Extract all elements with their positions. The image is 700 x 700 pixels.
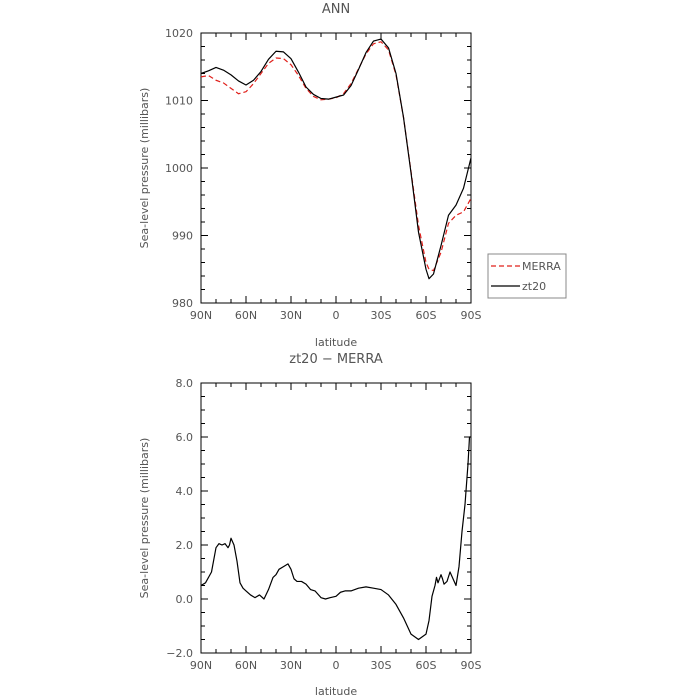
top-chart-title: ANN (322, 2, 350, 17)
bottom-y-tick-label: 4.0 (176, 485, 194, 498)
bottom-series (200, 436, 471, 641)
legend-box (487, 253, 567, 299)
bottom-y-tick-label: −2.0 (166, 647, 193, 660)
top-x-tick-label: 30S (371, 309, 392, 322)
legend-merra-label: MERRA (522, 260, 561, 273)
bottom-y-axis-title: Sea-level pressure (millibars) (138, 438, 151, 599)
bottom-chart-title: zt20 − MERRA (289, 352, 383, 367)
top-y-tick-label: 990 (172, 230, 193, 243)
top-x-tick-label: 60S (416, 309, 437, 322)
top-y-tick-label: 1020 (165, 27, 193, 40)
bottom-series-line-difference (200, 436, 471, 641)
top-plot-frame (200, 32, 472, 304)
legend: MERRA zt20 (487, 253, 567, 299)
bottom-panel: zt20 − MERRA 90N 60N 30N 0 30S 60S 90S −2.0 0.0 2… (138, 352, 482, 698)
bottom-y-tick-label: 2.0 (176, 539, 194, 552)
bottom-y-tick-label: 8.0 (176, 377, 194, 390)
top-x-tick-label: 90N (190, 309, 212, 322)
top-y-tick-label: 1010 (165, 95, 193, 108)
top-ticks: 90N 60N 30N 0 30S 60S 90S 980 990 1000 1010 1020 (165, 27, 482, 322)
bottom-x-axis-title: latitude (315, 685, 357, 698)
bottom-y-tick-label: 6.0 (176, 431, 194, 444)
top-y-tick-label: 980 (172, 297, 193, 310)
bottom-x-tick-label: 30S (371, 659, 392, 672)
top-x-tick-label: 60N (235, 309, 257, 322)
top-series (200, 38, 472, 280)
bottom-x-tick-label: 0 (333, 659, 340, 672)
top-x-axis-title: latitude (315, 336, 357, 349)
bottom-ticks: 90N 60N 30N 0 30S 60S 90S −2.0 0.0 2.0 4.0 6.0 8.0 (166, 377, 481, 672)
bottom-x-tick-label: 90N (190, 659, 212, 672)
bottom-x-tick-label: 90S (461, 659, 482, 672)
top-x-tick-label: 90S (461, 309, 482, 322)
top-panel: ANN 90N 60N 30N 0 30S 60S 90S 980 990 1000 1010 102… (138, 2, 567, 349)
top-series-line-merra (200, 41, 472, 272)
bottom-y-tick-label: 0.0 (176, 593, 194, 606)
bottom-x-tick-label: 30N (280, 659, 302, 672)
top-x-tick-label: 30N (280, 309, 302, 322)
bottom-x-tick-label: 60N (235, 659, 257, 672)
bottom-x-tick-label: 60S (416, 659, 437, 672)
top-series-line-zt20 (200, 38, 472, 280)
top-x-tick-label: 0 (333, 309, 340, 322)
top-y-axis-title: Sea-level pressure (millibars) (138, 88, 151, 249)
legend-zt20-label: zt20 (522, 280, 546, 293)
top-y-tick-label: 1000 (165, 162, 193, 175)
